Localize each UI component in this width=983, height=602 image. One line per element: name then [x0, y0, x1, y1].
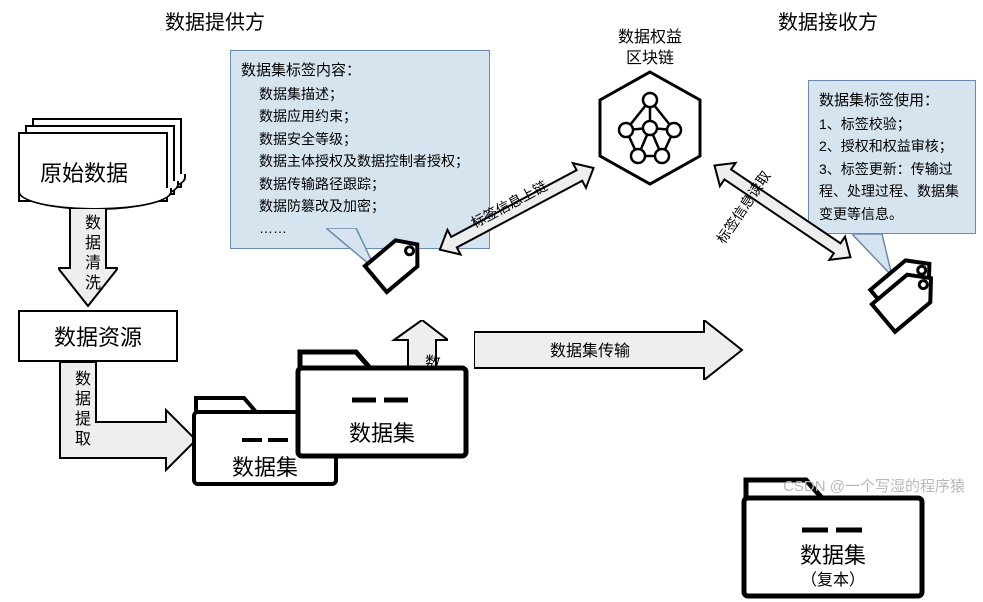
- blockchain-label: 数据权益区块链: [605, 28, 695, 70]
- callout-right-item: 1、标签校验；: [819, 113, 965, 135]
- callout-left-item: 数据应用约束；: [259, 105, 479, 127]
- arrow-extract-label: 数据提取: [68, 370, 92, 450]
- arrow-from-chain: [688, 158, 868, 278]
- arrow-clean-label: 数据清洗: [78, 214, 102, 294]
- callout-right-item: 2、授权和权益审核；: [819, 135, 965, 157]
- data-resource-label: 数据资源: [54, 320, 142, 352]
- dataset3-sub: （复本）: [738, 566, 928, 590]
- dataset3-tag-icon: [854, 244, 964, 344]
- callout-right-title: 数据集标签使用：: [819, 89, 965, 113]
- watermark: CSDN @一个写湿的程序猿: [783, 475, 965, 496]
- dataset-folder-2: 数据集: [292, 344, 472, 462]
- callout-left-title: 数据集标签内容：: [241, 59, 479, 83]
- receiver-header: 数据接收方: [778, 6, 878, 35]
- provider-header: 数据提供方: [165, 6, 265, 35]
- arrow-to-chain: [425, 160, 615, 270]
- arrow-transfer-label: 数据集传输: [490, 332, 690, 366]
- original-data-label: 原始数据: [40, 156, 128, 188]
- callout-left-item: 数据集描述；: [259, 83, 479, 105]
- data-resource-box: 数据资源: [18, 310, 178, 362]
- original-data-stack: 原始数据: [18, 118, 178, 208]
- dataset2-label: 数据集: [292, 416, 472, 448]
- callout-left-item: 数据安全等级；: [259, 128, 479, 150]
